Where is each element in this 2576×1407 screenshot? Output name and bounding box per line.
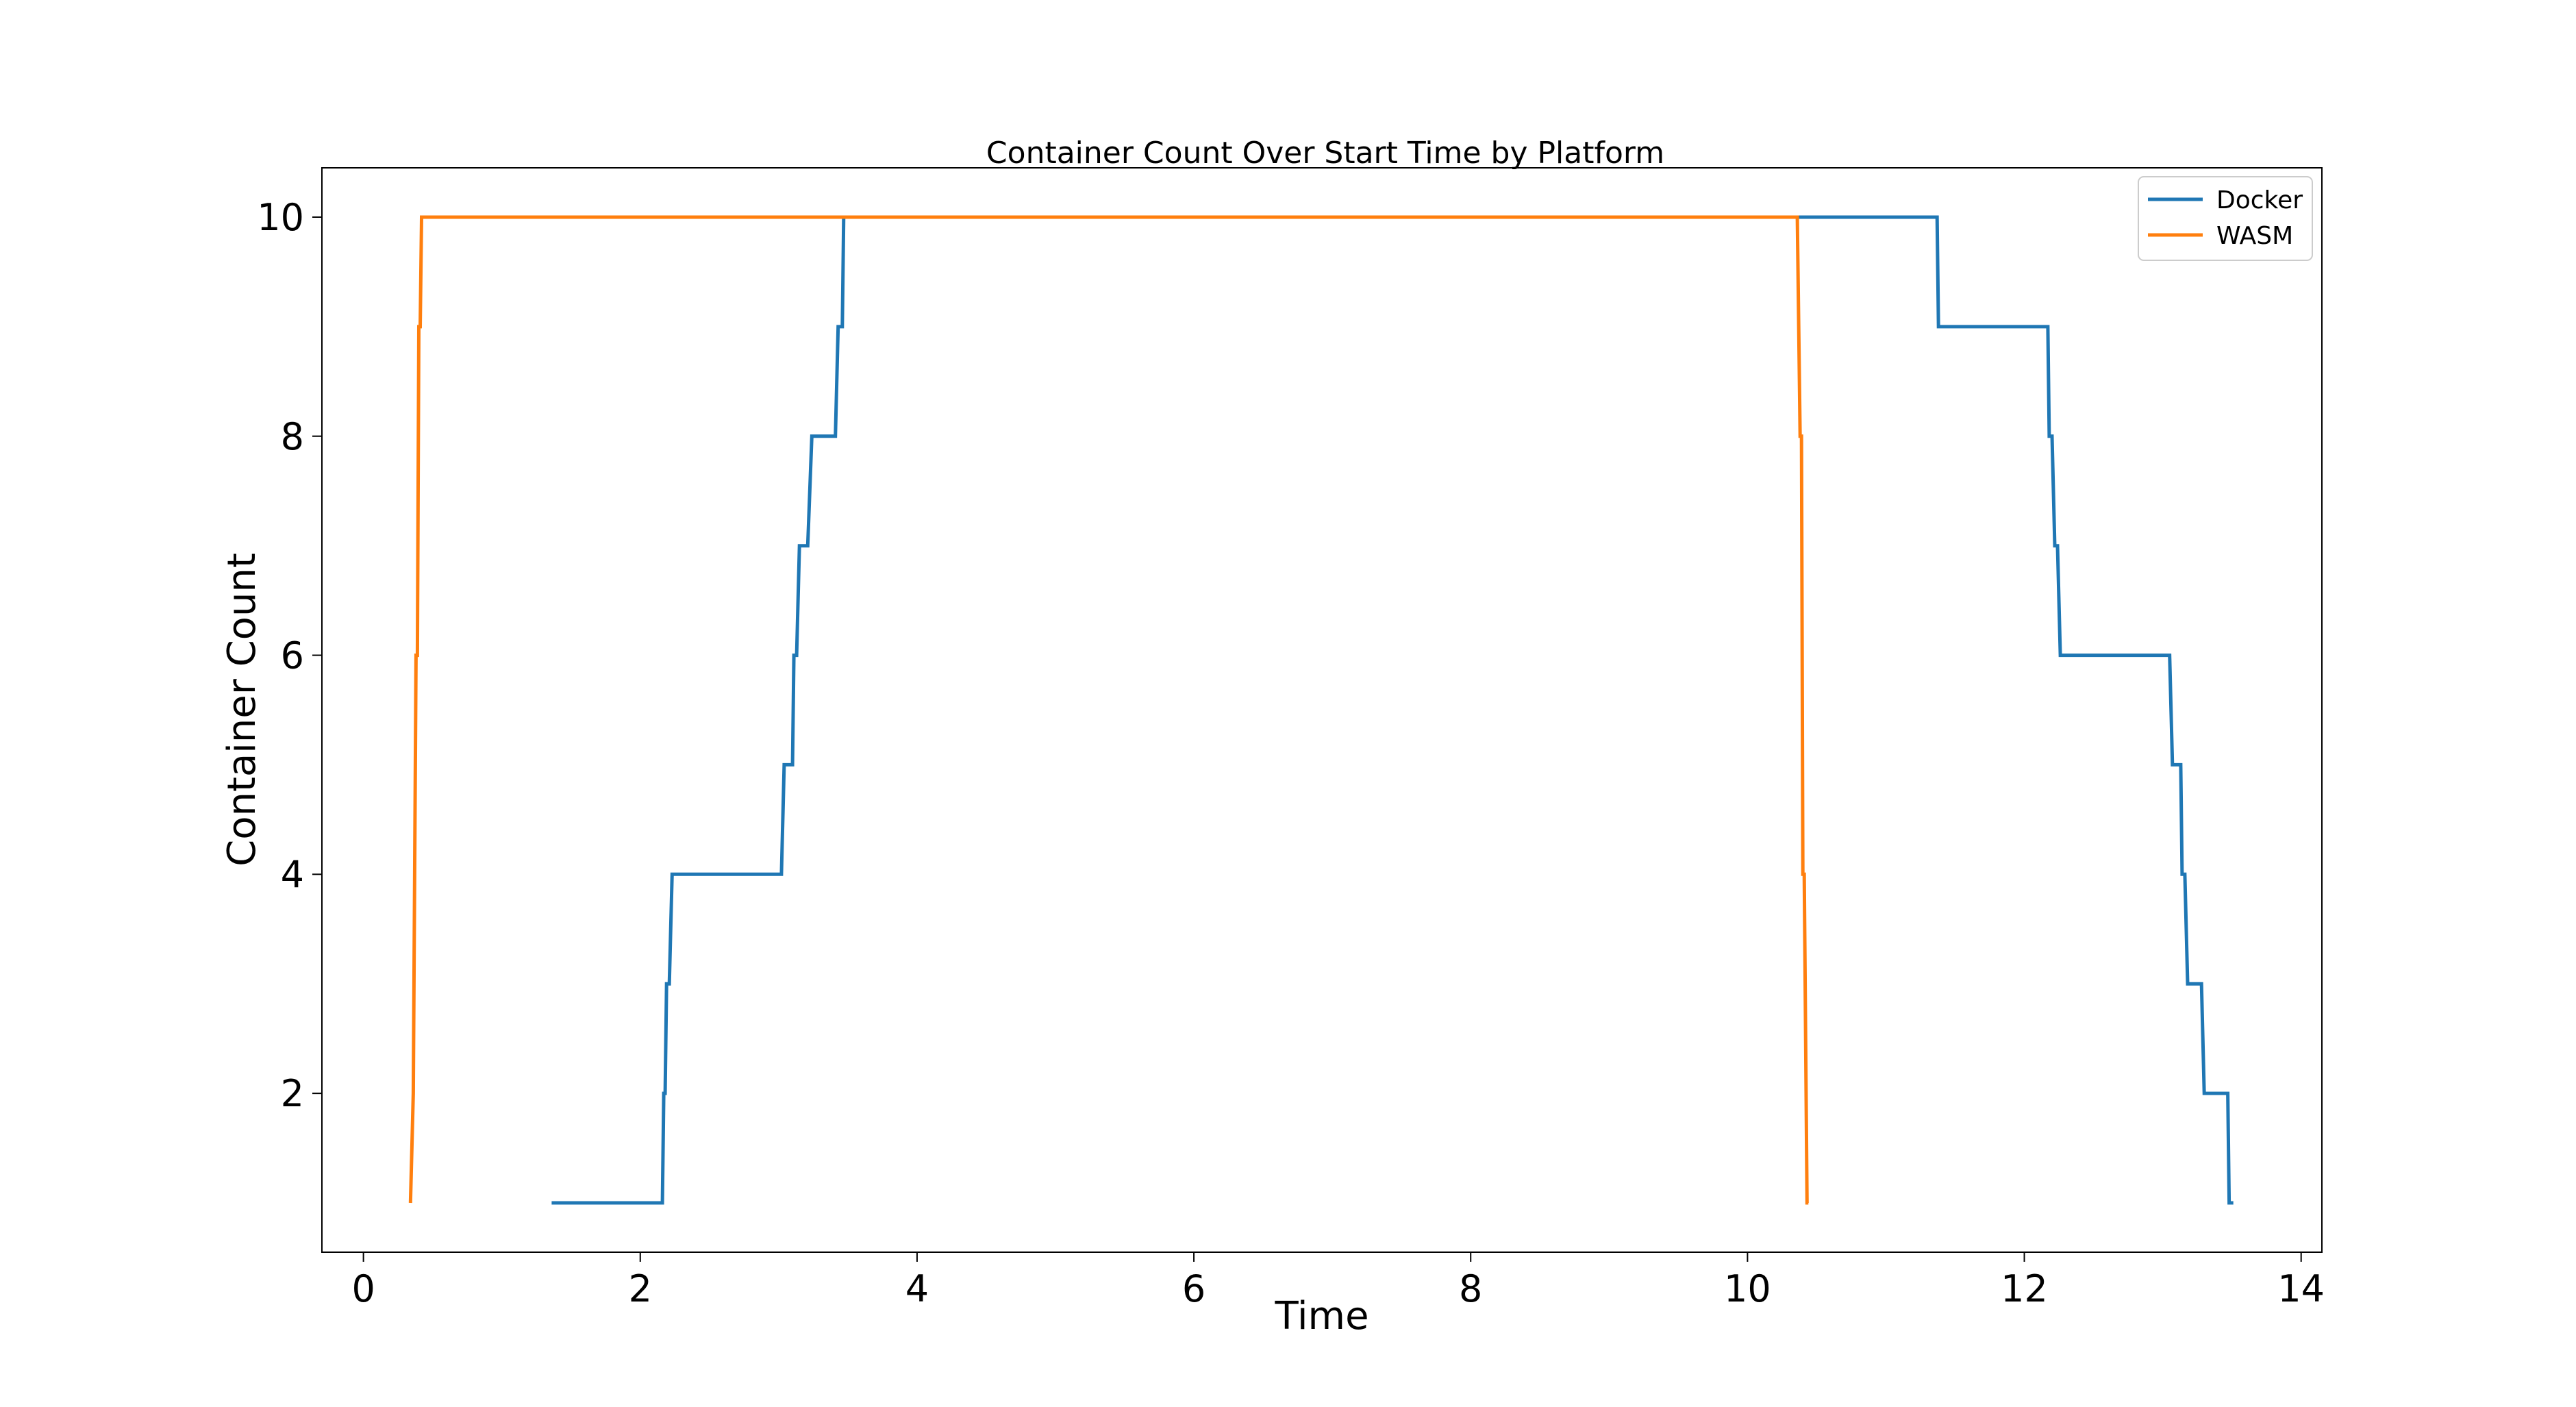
legend: Docker WASM [2138,176,2313,261]
x-tick-label: 0 [351,1267,375,1310]
y-tick-label: 10 [257,196,304,239]
series-layer [408,215,2234,1205]
plot-area-frame [321,167,2323,1253]
x-tick-label: 10 [1724,1267,1771,1310]
x-tick-label: 4 [905,1267,929,1310]
x-tick-label: 2 [629,1267,652,1310]
x-tick-label: 12 [2001,1267,2048,1310]
y-axis: 2 4 6 8 10 [257,196,322,1115]
x-axis: 0 2 4 6 8 10 12 14 [351,1252,2325,1310]
series-line-wasm [408,215,1809,1205]
y-tick-label: 2 [281,1072,304,1115]
y-tick-label: 4 [281,853,304,896]
legend-label-docker: Docker [2216,186,2303,214]
y-tick-label: 6 [281,634,304,677]
x-tick-label: 14 [2277,1267,2325,1310]
y-tick-label: 8 [281,415,304,458]
y-axis-label: Container Count [220,553,264,867]
chart-title: Container Count Over Start Time by Platf… [986,136,1664,171]
x-axis-label: Time [1274,1294,1368,1338]
x-tick-label: 8 [1459,1267,1482,1310]
x-tick-label: 6 [1182,1267,1205,1310]
legend-label-wasm: WASM [2216,222,2293,250]
